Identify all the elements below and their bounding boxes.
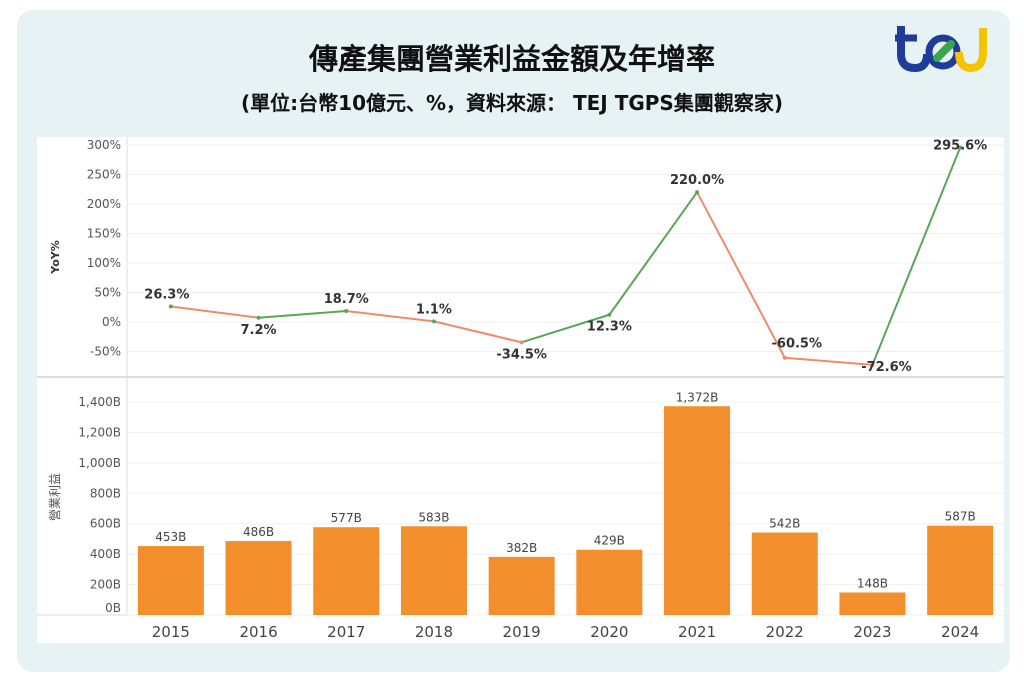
data-point xyxy=(344,308,349,313)
data-label: 220.0% xyxy=(670,173,724,188)
line-segment xyxy=(608,191,698,316)
bar-label: 542B xyxy=(769,517,800,531)
bar-label: 1,372B xyxy=(676,390,719,404)
data-label: -60.5% xyxy=(772,337,823,352)
line-segment xyxy=(170,305,259,319)
data-label: 12.3% xyxy=(587,320,632,335)
y-tick-label: 1,400B xyxy=(78,395,121,409)
y-tick-label: 1,000B xyxy=(78,456,121,470)
data-label: -72.6% xyxy=(861,360,912,375)
x-tick-label: 2017 xyxy=(327,623,365,641)
y-tick-label: 800B xyxy=(90,486,121,500)
data-point xyxy=(519,340,524,345)
y-tick-label: 300% xyxy=(87,138,121,152)
bar xyxy=(751,532,818,615)
bar-label: 577B xyxy=(331,511,362,525)
data-point xyxy=(870,362,875,367)
bar xyxy=(137,546,204,615)
bar-label: 486B xyxy=(243,525,274,539)
chart-svg: 300% 250% 200% 150% 100% 50% 0% -50% YoY% 26.3% 7.… xyxy=(37,137,1004,641)
bar xyxy=(839,592,906,615)
data-point xyxy=(168,304,173,309)
tej-logo xyxy=(895,26,987,73)
data-point xyxy=(958,145,963,150)
chart-panel: 300% 250% 200% 150% 100% 50% 0% -50% YoY% 26.3% 7.… xyxy=(37,137,1004,643)
y-tick-label: 200B xyxy=(90,578,121,592)
data-point xyxy=(782,355,787,360)
y-tick-label: 50% xyxy=(94,286,121,300)
x-tick-label: 2024 xyxy=(941,623,979,641)
line-segment xyxy=(696,191,786,359)
y-tick-label: 600B xyxy=(90,517,121,531)
bar xyxy=(400,526,467,615)
y-tick-label: 150% xyxy=(87,227,121,241)
y-tick-label: -50% xyxy=(90,345,121,359)
bar xyxy=(313,527,380,615)
x-tick-label: 2021 xyxy=(678,623,716,641)
line-segment xyxy=(258,309,347,319)
x-tick-label: 2023 xyxy=(853,623,891,641)
bar-label: 382B xyxy=(506,541,537,555)
y-tick-label: 400B xyxy=(90,547,121,561)
x-tick-label: 2019 xyxy=(503,623,541,641)
y-axis-title: 營業利益 xyxy=(48,473,62,521)
x-tick-label: 2020 xyxy=(590,623,628,641)
data-point xyxy=(607,312,612,317)
data-label: 18.7% xyxy=(324,292,369,307)
y-tick-label: 0B xyxy=(105,601,121,615)
chart-title: 傳產集團營業利益金額及年增率 xyxy=(308,42,715,76)
bar-label: 453B xyxy=(155,530,186,544)
line-segment xyxy=(433,320,522,344)
x-tick-label: 2015 xyxy=(152,623,190,641)
data-point xyxy=(695,190,700,195)
y-axis-title: YoY% xyxy=(49,240,62,275)
data-point xyxy=(431,319,436,324)
y-tick-label: 250% xyxy=(87,168,121,182)
line-segment xyxy=(871,147,962,366)
data-label: -34.5% xyxy=(496,347,547,362)
line-segment xyxy=(346,309,435,323)
x-tick-label: 2016 xyxy=(239,623,277,641)
bar-label: 429B xyxy=(594,534,625,548)
y-tick-label: 200% xyxy=(87,197,121,211)
x-tick-label: 2022 xyxy=(766,623,804,641)
bar xyxy=(576,549,643,615)
bar-label: 148B xyxy=(857,576,888,590)
bar xyxy=(225,541,292,615)
y-tick-label: 0% xyxy=(102,315,121,329)
x-tick-label: 2018 xyxy=(415,623,453,641)
bar xyxy=(664,406,731,615)
bar xyxy=(927,525,994,615)
data-label: 295.6% xyxy=(933,139,987,154)
data-point xyxy=(256,315,261,320)
data-label: 26.3% xyxy=(144,287,189,302)
line-segment xyxy=(521,313,610,344)
line-segment xyxy=(784,356,873,366)
data-label: 7.2% xyxy=(241,323,277,338)
bar-label: 583B xyxy=(418,510,449,524)
bar xyxy=(488,556,555,615)
chart-subtitle: (單位:台幣10億元、%，資料來源： TEJ TGPS集團觀察家) xyxy=(241,91,783,115)
data-label: 1.1% xyxy=(416,302,452,317)
y-tick-label: 100% xyxy=(87,256,121,270)
y-tick-label: 1,200B xyxy=(78,425,121,439)
bar-label: 587B xyxy=(945,510,976,524)
